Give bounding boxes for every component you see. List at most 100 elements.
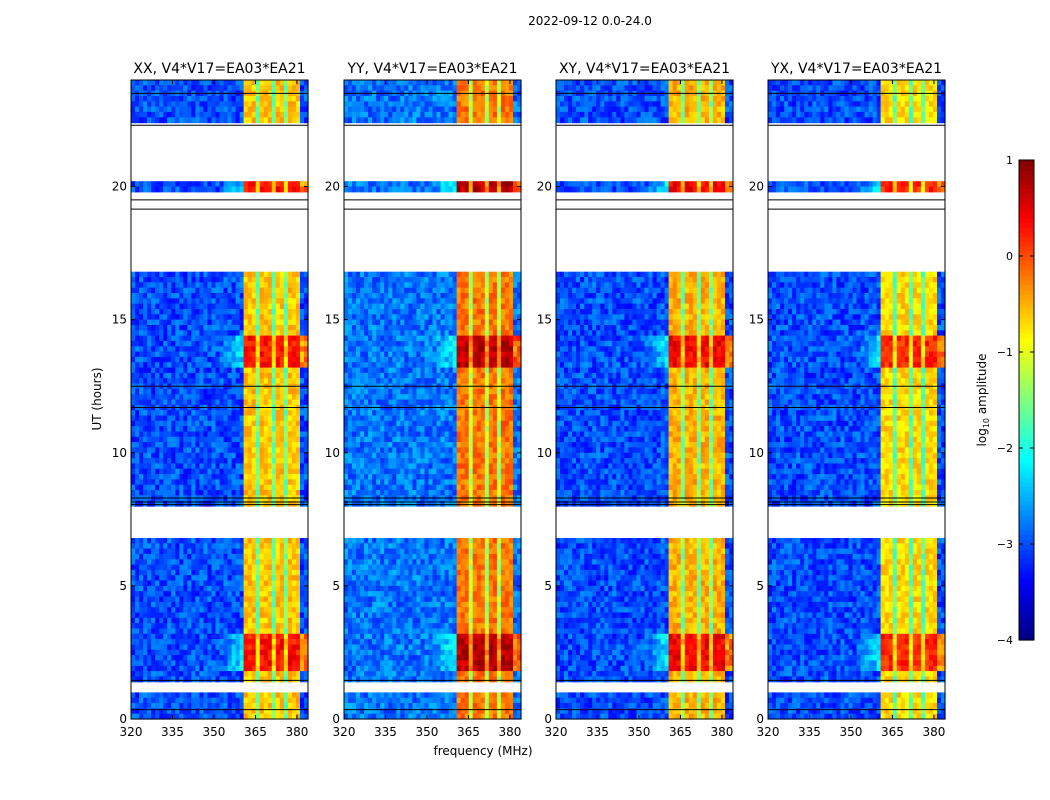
heatmap-cell [271, 372, 277, 379]
heatmap-cell [179, 580, 184, 587]
heatmap-cell [392, 277, 397, 283]
heatmap-cell [147, 703, 152, 709]
heatmap-cell [484, 314, 490, 321]
heatmap-cell [291, 655, 297, 661]
heatmap-cell [235, 111, 241, 118]
heatmap-cell [295, 420, 301, 427]
heatmap-cell [263, 303, 269, 310]
heatmap-cell [364, 287, 369, 294]
heatmap-cell [183, 372, 188, 379]
heatmap-cell [304, 340, 309, 347]
heatmap-cell [223, 639, 229, 645]
heatmap-cell [396, 298, 401, 305]
heatmap-cell [183, 484, 188, 491]
heatmap-cell [203, 117, 208, 124]
heatmap-cell [271, 708, 277, 715]
heatmap-cell [513, 330, 518, 337]
heatmap-cell [139, 543, 144, 550]
heatmap-cell [255, 607, 261, 614]
heatmap-cell [492, 293, 498, 299]
heatmap-cell [255, 452, 261, 459]
heatmap-cell [472, 330, 478, 337]
heatmap-cell [263, 649, 269, 656]
heatmap-cell [139, 601, 144, 608]
heatmap-cell [372, 80, 377, 86]
heatmap-cell [396, 96, 401, 102]
heatmap-cell [143, 633, 148, 640]
heatmap-cell [171, 101, 176, 108]
heatmap-cell [203, 713, 208, 720]
heatmap-cell [259, 399, 265, 406]
heatmap-cell [372, 277, 377, 283]
heatmap-cell [420, 96, 425, 102]
heatmap-cell [388, 117, 393, 124]
heatmap-cell [183, 335, 188, 342]
heatmap-cell [203, 335, 208, 342]
heatmap-cell [143, 309, 148, 315]
heatmap-cell [251, 287, 257, 294]
heatmap-cell [231, 80, 237, 86]
heatmap-cell [263, 420, 269, 427]
heatmap-cell [175, 282, 180, 289]
heatmap-cell [283, 548, 289, 555]
heatmap-cell [287, 415, 293, 422]
heatmap-cell [207, 479, 212, 486]
heatmap-cell [219, 655, 225, 661]
heatmap-cell [211, 85, 217, 92]
heatmap-cell [235, 415, 241, 422]
heatmap-cell [227, 703, 233, 709]
heatmap-cell [247, 367, 253, 374]
heatmap-cell [396, 314, 401, 321]
heatmap-cell [247, 612, 253, 619]
heatmap-cell [388, 325, 393, 331]
heatmap-cell [364, 319, 369, 326]
heatmap-cell [300, 644, 305, 651]
heatmap-cell [291, 484, 297, 491]
heatmap-cell [159, 271, 164, 278]
heatmap-cell [352, 356, 357, 363]
heatmap-cell [191, 538, 196, 544]
heatmap-cell [223, 111, 229, 118]
heatmap-cell [239, 277, 245, 283]
heatmap-cell [504, 101, 510, 108]
heatmap-cell [199, 538, 204, 544]
heatmap-cell [271, 575, 277, 582]
heatmap-cell [183, 101, 188, 108]
heatmap-cell [287, 676, 293, 683]
heatmap-cell [412, 356, 417, 363]
heatmap-cell [227, 548, 233, 555]
heatmap-cell [259, 596, 265, 603]
heatmap-cell [191, 713, 196, 720]
heatmap-cell [255, 458, 261, 464]
heatmap-cell [388, 282, 393, 289]
heatmap-cell [428, 340, 434, 347]
heatmap-cell [267, 559, 273, 566]
heatmap-cell [183, 388, 188, 395]
heatmap-cell [231, 575, 237, 582]
heatmap-cell [243, 569, 249, 576]
heatmap-cell [356, 314, 361, 321]
heatmap-cell [291, 628, 297, 635]
heatmap-cell [513, 293, 518, 299]
heatmap-cell [384, 117, 389, 124]
heatmap-cell [211, 649, 217, 656]
heatmap-cell [131, 181, 136, 188]
heatmap-cell [279, 490, 285, 496]
heatmap-cell [219, 319, 225, 326]
heatmap-cell [448, 287, 454, 294]
heatmap-cell [388, 351, 393, 358]
heatmap-cell [263, 463, 269, 470]
heatmap-cell [135, 633, 140, 640]
heatmap-cell [223, 367, 229, 374]
heatmap-cell [235, 293, 241, 299]
heatmap-cell [135, 543, 140, 550]
heatmap-cell [231, 96, 237, 102]
heatmap-cell [484, 186, 490, 193]
heatmap-cell [187, 458, 192, 464]
heatmap-cell [167, 340, 172, 347]
heatmap-cell [291, 601, 297, 608]
heatmap-cell [496, 340, 502, 347]
heatmap-cell [352, 309, 357, 315]
heatmap-cell [183, 394, 188, 401]
heatmap-cell [211, 655, 217, 661]
